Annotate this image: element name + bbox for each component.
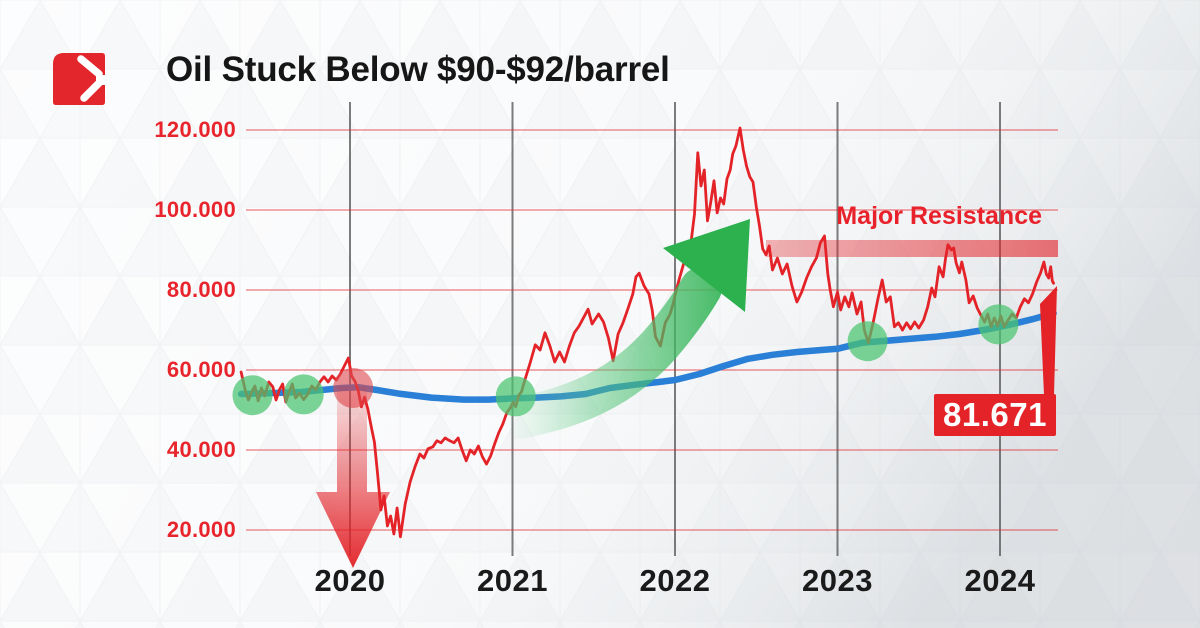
support-touch-marker xyxy=(283,374,324,415)
y-axis-label-120: 120.000 xyxy=(154,117,236,142)
red-square-chevron-logo-icon xyxy=(53,53,105,105)
page-title: Oil Stuck Below $90-$92/barrel xyxy=(166,50,670,89)
resistance-label: Major Resistance xyxy=(836,202,1042,230)
x-axis-label-2022: 2022 xyxy=(639,563,711,598)
y-axis-label-20: 20.000 xyxy=(166,517,236,542)
horizontal-price-gridlines xyxy=(246,129,1058,531)
x-axis-label-2024: 2024 xyxy=(964,563,1036,598)
y-axis-label-80: 80.000 xyxy=(166,277,236,302)
last-price-badge: 81.671 xyxy=(934,394,1056,436)
last-price-pointer-wedge xyxy=(1040,286,1057,395)
support-touch-marker xyxy=(232,375,273,416)
x-axis-label-2023: 2023 xyxy=(802,563,873,598)
support-touch-marker xyxy=(978,304,1019,345)
crash-down-arrow-icon xyxy=(316,386,390,568)
x-axis-label-2021: 2021 xyxy=(477,563,548,598)
support-touch-marker xyxy=(847,321,888,362)
y-axis-label-100: 100.000 xyxy=(154,197,236,222)
x-axis-label-2020: 2020 xyxy=(314,563,386,598)
y-axis-label-40: 40.000 xyxy=(166,437,236,462)
rally-up-arrow-swoosh xyxy=(497,267,722,439)
rally-up-arrow-head-icon xyxy=(663,219,750,312)
brand-logo xyxy=(53,53,105,105)
y-axis-label-60: 60.000 xyxy=(166,357,236,382)
resistance-zone-bar xyxy=(766,240,1058,257)
